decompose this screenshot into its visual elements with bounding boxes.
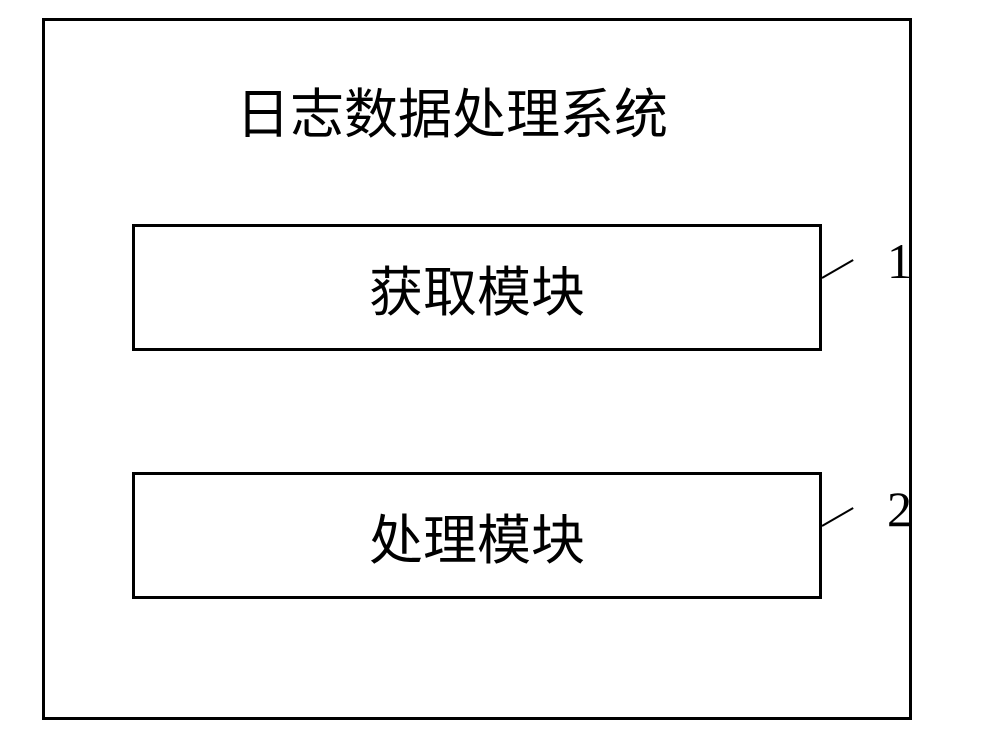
- acquire-module-label: 获取模块: [369, 248, 585, 327]
- process-module-box: 处理模块: [132, 472, 822, 599]
- process-module-label: 处理模块: [369, 496, 585, 575]
- diagram-title: 日志数据处理系统: [236, 70, 668, 149]
- process-module-number: 2: [887, 480, 912, 538]
- acquire-module-box: 获取模块: [132, 224, 822, 351]
- acquire-module-number: 1: [887, 232, 912, 290]
